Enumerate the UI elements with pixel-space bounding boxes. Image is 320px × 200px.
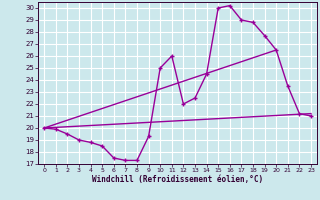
- X-axis label: Windchill (Refroidissement éolien,°C): Windchill (Refroidissement éolien,°C): [92, 175, 263, 184]
